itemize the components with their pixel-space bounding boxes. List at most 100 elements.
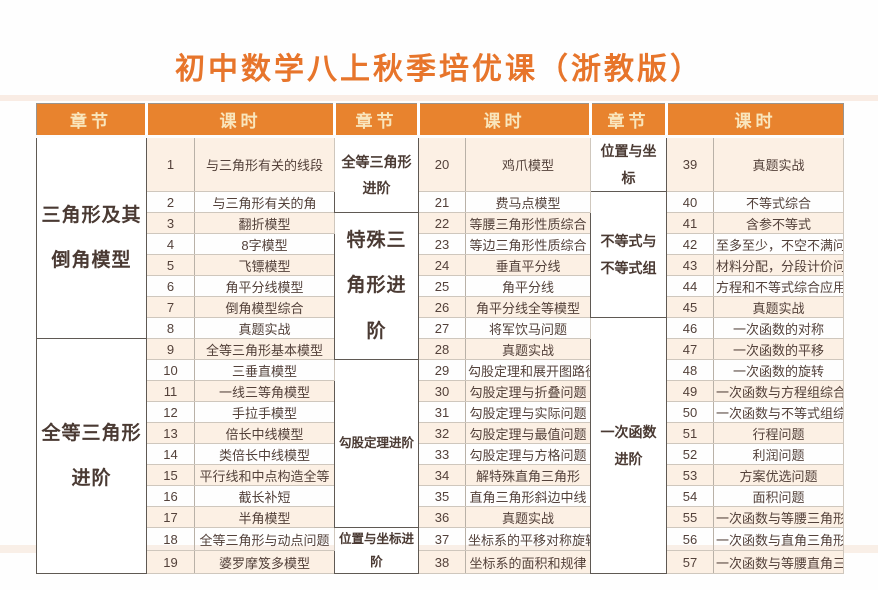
lesson-number-cell: 15 bbox=[146, 464, 195, 487]
table-row: 2 与三角形有关的角 21 费马点模型 不等式与不等式组 40 不等式综合 bbox=[37, 191, 844, 319]
lesson-name-cell: 与三角形有关的线段 bbox=[194, 135, 335, 193]
lesson-number-cell: 18 bbox=[146, 527, 195, 552]
header-cell-chapter-3: 章节 bbox=[590, 103, 668, 138]
lesson-number-cell: 43 bbox=[666, 254, 714, 277]
lesson-number-cell: 25 bbox=[418, 275, 466, 298]
lesson-number-cell: 12 bbox=[146, 401, 195, 424]
lesson-name-cell: 至多至少，不空不满问题 bbox=[713, 233, 844, 256]
lesson-number-cell: 32 bbox=[418, 422, 466, 445]
header-cell-chapter-1: 章节 bbox=[36, 103, 148, 138]
lesson-name-cell: 费马点模型 bbox=[465, 191, 591, 214]
course-table-body: 三角形及其倒角模型 1 与三角形有关的线段 全等三角形进阶 20 鸡爪模型 位置与坐标 39 真… bbox=[36, 135, 844, 575]
lesson-number-cell: 10 bbox=[146, 359, 195, 382]
lesson-number-cell: 41 bbox=[666, 212, 714, 235]
lesson-name-cell: 飞镖模型 bbox=[194, 254, 335, 277]
lesson-name-cell: 一次函数与不等式组综合 bbox=[713, 401, 844, 424]
lesson-name-cell: 角平分线模型 bbox=[194, 275, 335, 298]
lesson-number-cell: 3 bbox=[146, 212, 195, 235]
header-cell-chapter-2: 章节 bbox=[334, 103, 420, 138]
lesson-name-cell: 勾股定理与实际问题 bbox=[465, 401, 591, 424]
lesson-name-cell: 真题实战 bbox=[465, 338, 591, 361]
lesson-number-cell: 40 bbox=[666, 191, 714, 214]
lesson-name-cell: 角平分线全等模型 bbox=[465, 296, 591, 319]
lesson-name-cell: 方程和不等式综合应用题 bbox=[713, 275, 844, 298]
lesson-number-cell: 6 bbox=[146, 275, 195, 298]
lesson-name-cell: 一次函数的对称 bbox=[713, 317, 844, 340]
lesson-number-cell: 44 bbox=[666, 275, 714, 298]
lesson-number-cell: 11 bbox=[146, 380, 195, 403]
header-cell-lesson-3: 课时 bbox=[666, 103, 844, 138]
lesson-name-cell: 真题实战 bbox=[713, 296, 844, 319]
lesson-number-cell: 45 bbox=[666, 296, 714, 319]
lesson-number-cell: 8 bbox=[146, 317, 195, 340]
table-row: 17 半角模型 36 真题实战 55 一次函数与等腰三角形 bbox=[37, 506, 844, 529]
lesson-name-cell: 角平分线 bbox=[465, 275, 591, 298]
lesson-number-cell: 13 bbox=[146, 422, 195, 445]
lesson-name-cell: 含参不等式 bbox=[713, 212, 844, 235]
lesson-number-cell: 14 bbox=[146, 443, 195, 466]
lesson-name-cell: 全等三角形基本模型 bbox=[194, 338, 335, 361]
lesson-name-cell: 一次函数的旋转 bbox=[713, 359, 844, 382]
lesson-number-cell: 48 bbox=[666, 359, 714, 382]
table-row: 8 真题实战 27 将军饮马问题 一次函数进阶 46 一次函数的对称 bbox=[37, 317, 844, 575]
lesson-name-cell: 一次函数与方程组综合 bbox=[713, 380, 844, 403]
lesson-number-cell: 35 bbox=[418, 485, 466, 508]
lesson-number-cell: 55 bbox=[666, 506, 714, 529]
lesson-name-cell: 类倍长中线模型 bbox=[194, 443, 335, 466]
lesson-number-cell: 4 bbox=[146, 233, 195, 256]
table-row: 7 倒角模型综合 26 角平分线全等模型 45 真题实战 bbox=[37, 296, 844, 319]
table-row: 14 类倍长中线模型 33 勾股定理与方格问题 52 利润问题 bbox=[37, 443, 844, 466]
lesson-name-cell: 直角三角形斜边中线 bbox=[465, 485, 591, 508]
lesson-name-cell: 勾股定理和展开图路径 bbox=[465, 359, 591, 382]
lesson-name-cell: 一次函数的平移 bbox=[713, 338, 844, 361]
lesson-number-cell: 46 bbox=[666, 317, 714, 340]
lesson-name-cell: 半角模型 bbox=[194, 506, 335, 529]
lesson-number-cell: 39 bbox=[666, 135, 714, 193]
table-row: 15 平行线和中点构造全等 34 解特殊直角三角形 53 方案优选问题 bbox=[37, 464, 844, 487]
lesson-name-cell: 8字模型 bbox=[194, 233, 335, 256]
lesson-name-cell: 平行线和中点构造全等 bbox=[194, 464, 335, 487]
lesson-name-cell: 等边三角形性质综合 bbox=[465, 233, 591, 256]
lesson-number-cell: 27 bbox=[418, 317, 466, 340]
lesson-name-cell: 倒角模型综合 bbox=[194, 296, 335, 319]
lesson-name-cell: 鸡爪模型 bbox=[465, 135, 591, 193]
lesson-number-cell: 54 bbox=[666, 485, 714, 508]
lesson-number-cell: 20 bbox=[418, 135, 466, 193]
chapter-cell: 位置与坐标 bbox=[590, 135, 667, 193]
lesson-name-cell: 与三角形有关的角 bbox=[194, 191, 335, 214]
lesson-number-cell: 19 bbox=[146, 550, 195, 575]
lesson-name-cell: 行程问题 bbox=[713, 422, 844, 445]
lesson-number-cell: 33 bbox=[418, 443, 466, 466]
lesson-number-cell: 30 bbox=[418, 380, 466, 403]
lesson-name-cell: 坐标系的面积和规律 bbox=[465, 550, 591, 575]
lesson-number-cell: 22 bbox=[418, 212, 466, 235]
lesson-name-cell: 一次函数与等腰直角三角形 bbox=[713, 550, 844, 575]
lesson-number-cell: 50 bbox=[666, 401, 714, 424]
course-schedule-table: 章节 课时 章节 课时 章节 课时 三角形及其倒角模型 1 与三角形有关的线段 全等三… bbox=[36, 103, 844, 575]
lesson-name-cell: 勾股定理与方格问题 bbox=[465, 443, 591, 466]
lesson-name-cell: 一次函数与直角三角形 bbox=[713, 527, 844, 552]
lesson-name-cell: 不等式综合 bbox=[713, 191, 844, 214]
chapter-cell: 勾股定理进阶 bbox=[334, 359, 419, 529]
lesson-name-cell: 解特殊直角三角形 bbox=[465, 464, 591, 487]
chapter-cell: 三角形及其倒角模型 bbox=[36, 135, 147, 340]
table-header: 章节 课时 章节 课时 章节 课时 bbox=[36, 103, 844, 138]
chapter-cell: 位置与坐标进阶 bbox=[334, 527, 419, 575]
lesson-number-cell: 56 bbox=[666, 527, 714, 552]
lesson-number-cell: 9 bbox=[146, 338, 195, 361]
table-row: 18 全等三角形与动点问题 位置与坐标进阶 37 坐标系的平移对称旋转 56 一次函数与直角… bbox=[37, 527, 844, 575]
lesson-name-cell: 将军饮马问题 bbox=[465, 317, 591, 340]
lesson-number-cell: 16 bbox=[146, 485, 195, 508]
page-title: 初中数学八上秋季培优课（浙教版） bbox=[175, 53, 703, 86]
lesson-name-cell: 全等三角形与动点问题 bbox=[194, 527, 335, 552]
lesson-name-cell: 一线三等角模型 bbox=[194, 380, 335, 403]
table-row: 全等三角形进阶 9 全等三角形基本模型 28 真题实战 47 一次函数的平移 bbox=[36, 338, 844, 575]
lesson-number-cell: 52 bbox=[666, 443, 714, 466]
lesson-number-cell: 49 bbox=[666, 380, 714, 403]
lesson-number-cell: 5 bbox=[146, 254, 195, 277]
lesson-name-cell: 真题实战 bbox=[713, 135, 844, 193]
lesson-number-cell: 23 bbox=[418, 233, 466, 256]
